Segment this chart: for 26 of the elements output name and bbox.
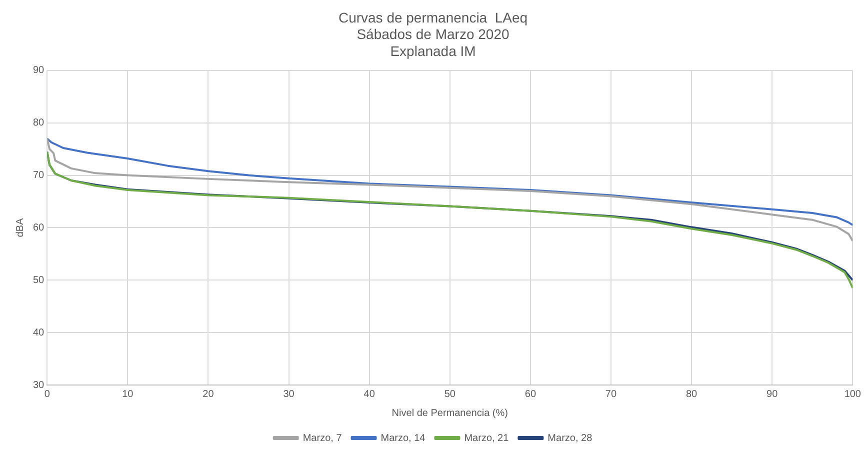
- x-tick-label: 60: [524, 388, 536, 400]
- y-tick-label: 60: [33, 222, 45, 234]
- y-tick-label: 80: [33, 118, 45, 129]
- x-tick-label: 30: [283, 388, 295, 400]
- legend-label: Marzo, 21: [464, 432, 510, 444]
- y-tick-label: 30: [33, 380, 45, 391]
- x-tick-label: 100: [844, 388, 862, 400]
- x-tick-label: 70: [605, 388, 617, 400]
- x-axis-title: Nivel de Permanencia (%): [392, 408, 508, 419]
- y-tick-label: 50: [33, 274, 45, 286]
- x-tick-label: 50: [444, 388, 456, 400]
- x-tick-label: 90: [766, 388, 778, 400]
- y-axis-title: dBA: [14, 218, 26, 238]
- x-tick-label: 40: [364, 388, 376, 400]
- legend-label: Marzo, 28: [548, 432, 593, 444]
- y-tick-label: 40: [33, 327, 45, 338]
- chart-title: Curvas de permanencia LAeq: [338, 9, 528, 26]
- y-tick-label: 70: [33, 170, 45, 182]
- x-tick-label: 0: [44, 388, 50, 400]
- x-tick-label: 20: [202, 388, 214, 400]
- x-tick-label: 80: [686, 388, 698, 400]
- legend-label: Marzo, 7: [302, 432, 342, 444]
- legend-label: Marzo, 14: [380, 432, 426, 444]
- chart-subtitle: Sábados de Marzo 2020 Explanada IM: [356, 26, 510, 59]
- x-tick-label: 10: [122, 388, 134, 400]
- y-tick-label: 90: [33, 65, 45, 76]
